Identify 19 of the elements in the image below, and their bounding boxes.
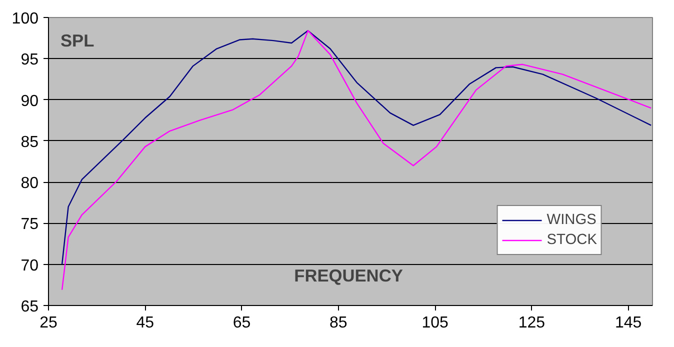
x-tick-label: 145 <box>614 314 642 332</box>
legend-label: WINGS <box>546 212 596 228</box>
y-tick-label: 75 <box>20 216 39 234</box>
x-tick-label: 105 <box>422 314 449 332</box>
y-axis-title: SPL <box>60 30 95 50</box>
y-tick-label: 95 <box>20 52 39 69</box>
y-tick-label: 100 <box>12 10 39 28</box>
x-tick-label: 25 <box>40 314 58 332</box>
legend-label: STOCK <box>546 232 597 248</box>
y-tick-label: 65 <box>20 298 39 316</box>
x-tick-label: 45 <box>136 314 154 332</box>
x-tick-label: 125 <box>518 314 546 332</box>
y-tick-label: 90 <box>20 92 39 110</box>
y-tick-label: 80 <box>20 175 39 192</box>
x-tick-label: 65 <box>232 314 251 332</box>
y-tick-label: 70 <box>20 257 39 274</box>
x-axis-title: FREQUENCY <box>294 266 404 286</box>
y-tick-label: 85 <box>20 134 39 151</box>
x-tick-label: 85 <box>330 314 348 332</box>
